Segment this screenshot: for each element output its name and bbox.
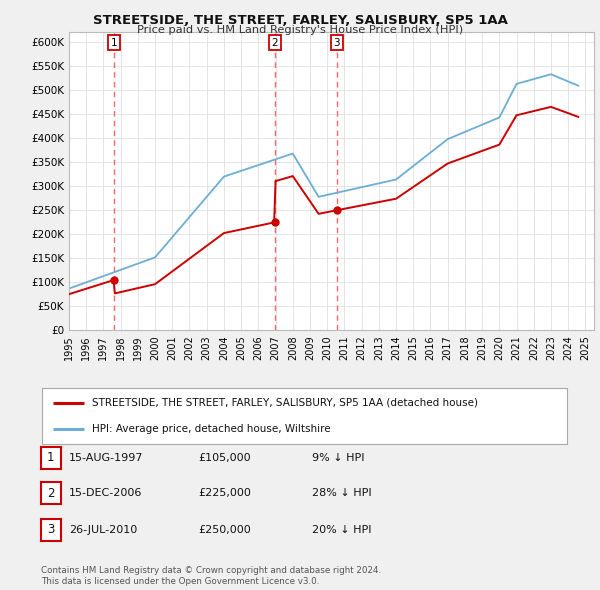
- Text: HPI: Average price, detached house, Wiltshire: HPI: Average price, detached house, Wilt…: [92, 424, 331, 434]
- Text: This data is licensed under the Open Government Licence v3.0.: This data is licensed under the Open Gov…: [41, 577, 319, 586]
- Text: STREETSIDE, THE STREET, FARLEY, SALISBURY, SP5 1AA (detached house): STREETSIDE, THE STREET, FARLEY, SALISBUR…: [92, 398, 478, 408]
- Text: 2: 2: [47, 487, 55, 500]
- Text: 15-AUG-1997: 15-AUG-1997: [69, 453, 143, 463]
- Text: Contains HM Land Registry data © Crown copyright and database right 2024.: Contains HM Land Registry data © Crown c…: [41, 566, 381, 575]
- Text: 28% ↓ HPI: 28% ↓ HPI: [312, 489, 371, 498]
- Text: STREETSIDE, THE STREET, FARLEY, SALISBURY, SP5 1AA: STREETSIDE, THE STREET, FARLEY, SALISBUR…: [92, 14, 508, 27]
- Text: 3: 3: [47, 523, 55, 536]
- Text: £225,000: £225,000: [198, 489, 251, 498]
- Text: 9% ↓ HPI: 9% ↓ HPI: [312, 453, 365, 463]
- Text: 15-DEC-2006: 15-DEC-2006: [69, 489, 142, 498]
- Text: Price paid vs. HM Land Registry's House Price Index (HPI): Price paid vs. HM Land Registry's House …: [137, 25, 463, 35]
- Text: 1: 1: [47, 451, 55, 464]
- Text: 20% ↓ HPI: 20% ↓ HPI: [312, 525, 371, 535]
- Text: £250,000: £250,000: [198, 525, 251, 535]
- Text: 2: 2: [272, 38, 278, 48]
- Text: 26-JUL-2010: 26-JUL-2010: [69, 525, 137, 535]
- Text: 3: 3: [334, 38, 340, 48]
- Text: 1: 1: [111, 38, 118, 48]
- Text: £105,000: £105,000: [198, 453, 251, 463]
